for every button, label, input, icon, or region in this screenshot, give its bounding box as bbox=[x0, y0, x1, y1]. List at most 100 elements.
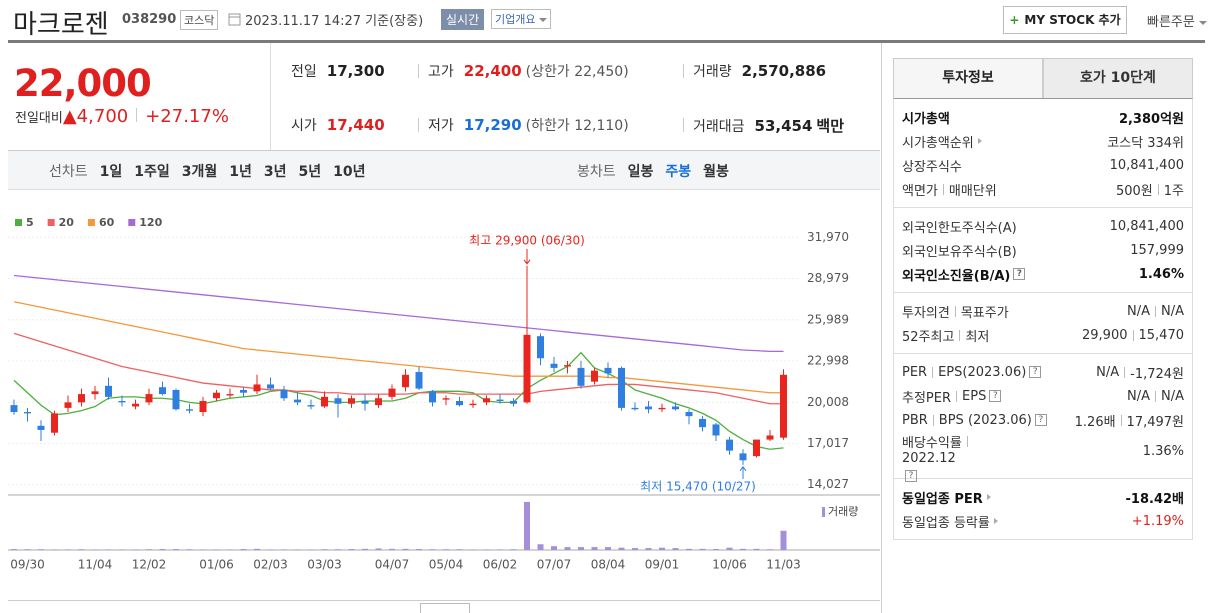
candle-body bbox=[523, 334, 531, 403]
volume-bar bbox=[227, 549, 233, 550]
value-text: -18.42배 bbox=[1125, 491, 1184, 507]
volume-bar bbox=[132, 549, 139, 550]
invest-tab[interactable]: 투자정보 bbox=[893, 58, 1043, 99]
y-tick-label: 20,008 bbox=[807, 395, 849, 409]
separator bbox=[1120, 414, 1122, 426]
candle-tab[interactable]: 월봉 bbox=[703, 164, 729, 180]
volume-bar bbox=[92, 549, 98, 550]
candle-body bbox=[321, 396, 328, 407]
label-text: 동일업종 PER bbox=[902, 491, 983, 507]
quick-order[interactable]: 빠른주문 bbox=[1147, 11, 1207, 30]
overview-button[interactable]: 기업개요 bbox=[491, 9, 552, 29]
label: 고가 bbox=[428, 64, 454, 80]
volume-bar bbox=[578, 547, 584, 550]
candle-body bbox=[726, 439, 733, 451]
date-time: 2023.11.17 14:27 bbox=[245, 14, 362, 29]
info-label: 추정PER EPS bbox=[902, 387, 1002, 406]
volume-bar bbox=[524, 501, 530, 550]
stock-name: 마크로젠 bbox=[13, 10, 109, 40]
period-tab[interactable]: 10년 bbox=[333, 164, 366, 180]
volume-bar bbox=[564, 547, 571, 550]
volume-bar bbox=[672, 548, 679, 550]
x-tick-label: 11/03 bbox=[766, 558, 801, 572]
max-arrow bbox=[523, 249, 531, 265]
separator bbox=[942, 183, 944, 195]
info-label: 투자의견 목표주가 bbox=[902, 302, 1009, 321]
x-tick-label: 06/02 bbox=[483, 558, 518, 572]
value-text: N/A bbox=[1096, 364, 1120, 380]
volume-bar bbox=[443, 549, 449, 550]
info-value: 2,380억원 bbox=[1119, 108, 1184, 127]
legend-label: 60 bbox=[99, 216, 115, 229]
candle-body bbox=[105, 385, 112, 397]
info-label: 액면가 매매단위 bbox=[902, 180, 997, 199]
summary-item: 거래량 2,570,886 bbox=[693, 61, 826, 81]
help-icon[interactable] bbox=[989, 390, 1002, 402]
value: 22,400 bbox=[463, 62, 522, 80]
info-value: 10,841,400 bbox=[1110, 158, 1184, 173]
help-icon[interactable] bbox=[905, 470, 917, 482]
note: (하한가 12,110) bbox=[525, 118, 629, 134]
candle-tab[interactable]: 주봉 bbox=[665, 164, 692, 180]
candle-body bbox=[51, 413, 58, 433]
info-row: 동일업종 PER -18.42배 bbox=[902, 485, 1184, 509]
legend-label: 120 bbox=[139, 216, 162, 229]
volume-bar bbox=[726, 547, 733, 550]
candle-body bbox=[37, 425, 45, 430]
period-tab[interactable]: 3개월 bbox=[181, 164, 218, 180]
help-icon[interactable] bbox=[1029, 366, 1042, 378]
info-value: N/A -1,724원 bbox=[1096, 363, 1184, 382]
summary-item: 거래대금 53,454 백만 bbox=[693, 115, 844, 136]
value-text: 10,841,400 bbox=[1109, 157, 1184, 173]
separator bbox=[1155, 305, 1156, 317]
arrow-icon[interactable] bbox=[993, 518, 998, 524]
change-rate: +27.17% bbox=[145, 106, 229, 127]
volume-bar bbox=[537, 544, 544, 550]
period-tab[interactable]: 1일 bbox=[99, 164, 123, 180]
invest-tab[interactable]: 호가 10단계 bbox=[1043, 58, 1193, 99]
value-text: 17,497원 bbox=[1126, 414, 1184, 430]
help-icon[interactable] bbox=[1034, 414, 1047, 426]
value-text: N/A bbox=[1127, 388, 1150, 404]
line-chart-tabs: 선차트 1일 1주일 3개월 1년 3년 5년 10년 bbox=[49, 161, 378, 181]
expand-button[interactable] bbox=[420, 603, 470, 613]
separator bbox=[932, 414, 934, 426]
volume-bar bbox=[753, 548, 760, 550]
label-text: EPS bbox=[962, 388, 987, 404]
candle-body bbox=[456, 400, 463, 406]
summary-item: 저가 17,290 (하한가 12,110) bbox=[428, 115, 629, 135]
candle-body bbox=[118, 400, 126, 403]
summary-item: 시가 17,440 bbox=[291, 115, 385, 135]
label-text: EPS(2023.06) bbox=[938, 364, 1027, 380]
period-tab[interactable]: 1년 bbox=[229, 164, 252, 180]
my-stock-button[interactable]: MY STOCK 추가 bbox=[1003, 6, 1127, 34]
help-icon[interactable] bbox=[1013, 268, 1026, 280]
period-tab[interactable]: 3년 bbox=[263, 164, 287, 180]
info-value: -18.42배 bbox=[1126, 488, 1184, 507]
candle-body bbox=[658, 407, 666, 410]
volume-bar bbox=[200, 549, 206, 550]
period-tab[interactable]: 1주일 bbox=[134, 164, 170, 180]
info-section: PEREPS(2023.06)N/A-1,724원추정PEREPSN/AN/AP… bbox=[894, 354, 1192, 482]
realtime-badge[interactable]: 실시간 bbox=[441, 9, 485, 30]
summary-item: 전일 17,300 bbox=[291, 61, 385, 81]
unit: 백만 bbox=[816, 117, 845, 135]
value-text: 2,380억원 bbox=[1118, 111, 1184, 127]
arrow-icon[interactable] bbox=[986, 494, 991, 500]
candle-body bbox=[415, 372, 423, 389]
value: 2,570,886 bbox=[741, 62, 827, 80]
candle-tab[interactable]: 일봉 bbox=[627, 164, 654, 180]
info-value: 29,900 15,470 bbox=[1082, 328, 1184, 343]
candle-body bbox=[172, 389, 180, 410]
candle-body bbox=[280, 389, 288, 399]
volume-bar bbox=[159, 549, 166, 550]
period-tab[interactable]: 5년 bbox=[298, 164, 322, 180]
volume-bar bbox=[294, 549, 301, 550]
arrow-icon[interactable] bbox=[977, 138, 982, 144]
tab-group-label: 선차트 bbox=[49, 164, 88, 180]
info-label: 동일업종 PER bbox=[902, 488, 991, 507]
x-tick-label: 07/07 bbox=[537, 558, 572, 572]
label-text: 최저 bbox=[965, 329, 990, 345]
volume-bar bbox=[470, 549, 476, 550]
